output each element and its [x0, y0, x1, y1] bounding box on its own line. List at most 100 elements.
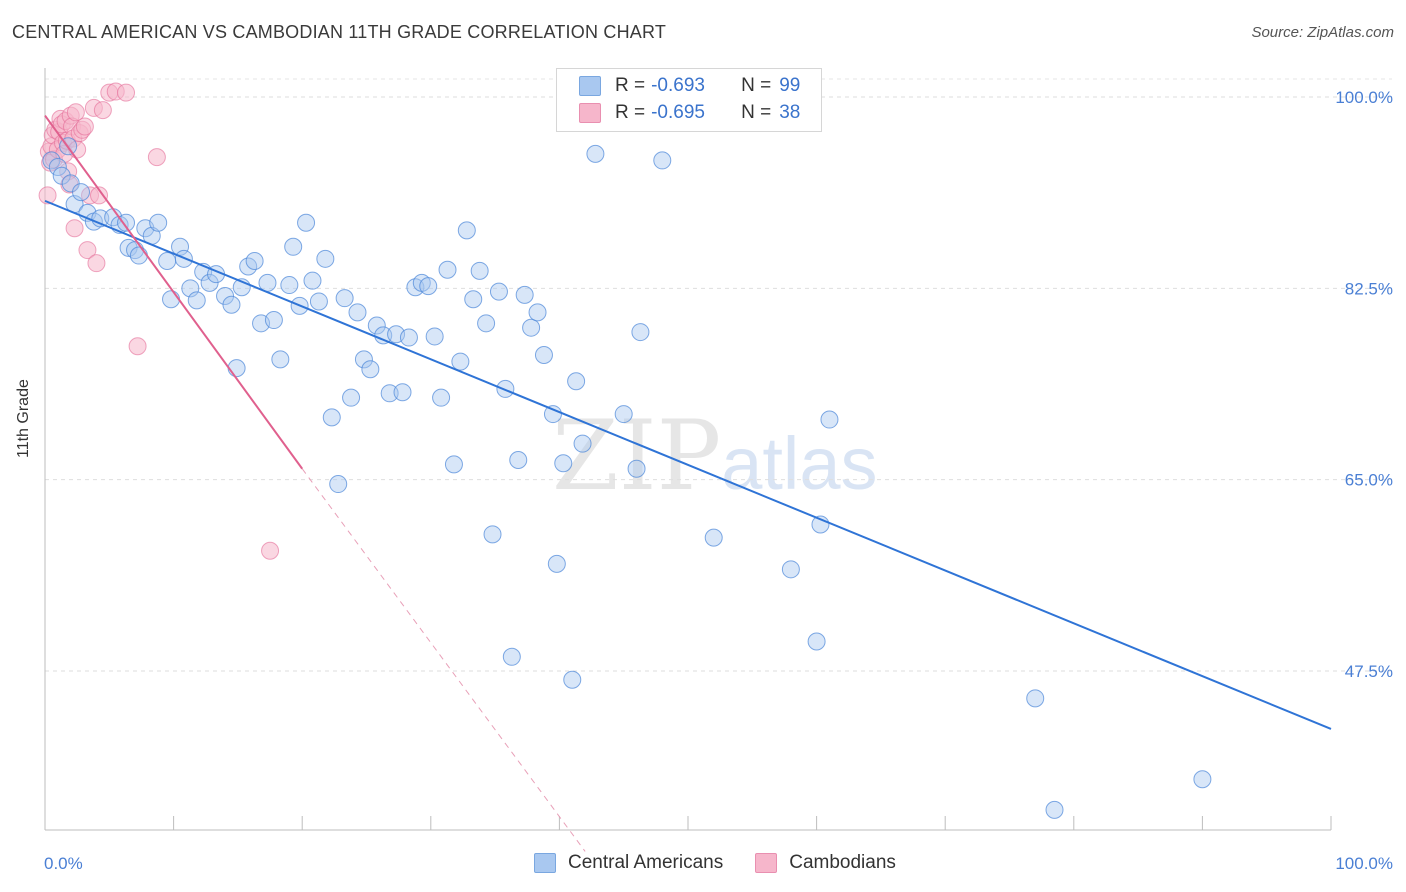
central-american-point [477, 314, 496, 333]
legend-n-label: N = [741, 102, 772, 123]
central-american-point [573, 434, 592, 453]
central-american-point [509, 450, 528, 469]
central-american-point [52, 166, 71, 185]
central-american-point [354, 350, 373, 369]
legend-n-value: 38 [779, 102, 801, 123]
y-tick-label: 100.0% [1335, 88, 1393, 107]
central-american-point [432, 388, 451, 407]
central-american-point [284, 237, 303, 256]
trend-lines [44, 114, 1332, 852]
central-american-point [489, 282, 508, 301]
central-american-point [42, 151, 61, 170]
central-american-point [1045, 800, 1064, 819]
legend-r-value: -0.695 [651, 102, 705, 123]
axes [44, 68, 1332, 831]
central-american-point [470, 261, 489, 280]
central-american-point [361, 360, 380, 379]
central-american-point [303, 271, 322, 290]
y-tick-label: 82.5% [1345, 279, 1393, 298]
central-american-point [547, 554, 566, 573]
central-american-point [704, 528, 723, 547]
cambodian-point [65, 219, 84, 238]
watermark: ZIPatlas [552, 400, 878, 512]
chart-title: CENTRAL AMERICAN VS CAMBODIAN 11TH GRADE… [12, 22, 667, 42]
central-american-point [515, 285, 534, 304]
legend-label-cambodian: Cambodians [789, 852, 896, 873]
central-american-point [653, 151, 672, 170]
grid-lines [45, 78, 1392, 672]
central-american-point [222, 295, 241, 314]
central-american-point [393, 383, 412, 402]
central-american-point [586, 144, 605, 163]
central-american-point [309, 292, 328, 311]
legend-row-cambodian: R = -0.695 N = 38 [579, 100, 800, 126]
cambodian-trend-extension [301, 468, 586, 852]
central-american-point [329, 475, 348, 494]
central-american-point [348, 303, 367, 322]
central-american-point [316, 249, 335, 268]
x-tick-label-min: 0.0% [44, 854, 83, 873]
legend-swatch-cambodian [755, 853, 778, 873]
legend-r-label: R = [615, 102, 646, 123]
cambodian-point [90, 186, 109, 205]
cambodian-point [117, 83, 136, 102]
central-american-point [119, 238, 138, 257]
x-tick-label-max: 100.0% [1335, 854, 1393, 873]
watermark-atlas: atlas [721, 422, 878, 505]
cambodian-point [128, 337, 147, 356]
central-american-point [158, 252, 177, 270]
cambodian-point [66, 103, 85, 122]
series-legend: Central Americans Cambodians [534, 852, 928, 874]
central-american-point [627, 459, 646, 478]
correlation-legend: R = -0.693 N = 99 R = -0.695 N = 38 [556, 68, 822, 132]
central-american-points [42, 82, 1212, 819]
central-american-point [528, 303, 547, 322]
central-american-point [342, 388, 361, 407]
cambodian-point [147, 148, 166, 167]
central-american-point [781, 560, 800, 579]
legend-swatch-central [579, 76, 601, 96]
central-american-point [820, 410, 839, 429]
central-american-point [297, 213, 316, 232]
central-american-point [483, 525, 502, 544]
central-american-point [534, 346, 553, 365]
central-american-point [245, 252, 264, 270]
legend-item-cambodians: Cambodians [755, 852, 896, 874]
central-american-point [380, 384, 399, 403]
central-american-point [280, 276, 299, 295]
central-american-point [543, 405, 562, 424]
central-american-point [367, 316, 386, 335]
central-american-point [631, 323, 650, 342]
cambodian-point [75, 117, 94, 136]
y-tick-label: 47.5% [1345, 662, 1393, 681]
cambodian-point [261, 541, 280, 560]
central-american-point [567, 372, 586, 391]
central-american-point [563, 670, 582, 689]
cambodian-trend-line [44, 114, 304, 470]
central-american-point [807, 632, 826, 651]
y-tick-label: 65.0% [1345, 471, 1393, 490]
watermark-zip: ZIP [552, 400, 722, 512]
central-american-point [149, 213, 168, 232]
central-american-point [271, 350, 290, 369]
central-american-point [129, 246, 148, 265]
central-american-point [227, 359, 246, 378]
central-american-point [444, 455, 463, 474]
central-american-point [187, 291, 206, 310]
central-american-point [457, 221, 476, 240]
cambodian-point [93, 101, 112, 120]
legend-item-central-americans: Central Americans [534, 852, 723, 874]
legend-swatch-cambodian [579, 103, 601, 123]
cambodian-point [38, 186, 57, 205]
legend-r-value: -0.693 [651, 75, 705, 96]
legend-r-label: R = [615, 75, 646, 96]
central-american-point [72, 183, 91, 202]
central-american-point [554, 454, 573, 473]
cambodian-point [87, 254, 106, 273]
central-american-point [162, 290, 181, 309]
central-american-point [322, 408, 341, 427]
legend-swatch-central [534, 853, 556, 873]
legend-n-value: 99 [779, 75, 801, 96]
tick-labels: 100.0% 82.5% 65.0% 47.5% 0.0% 100.0% [44, 88, 1393, 873]
